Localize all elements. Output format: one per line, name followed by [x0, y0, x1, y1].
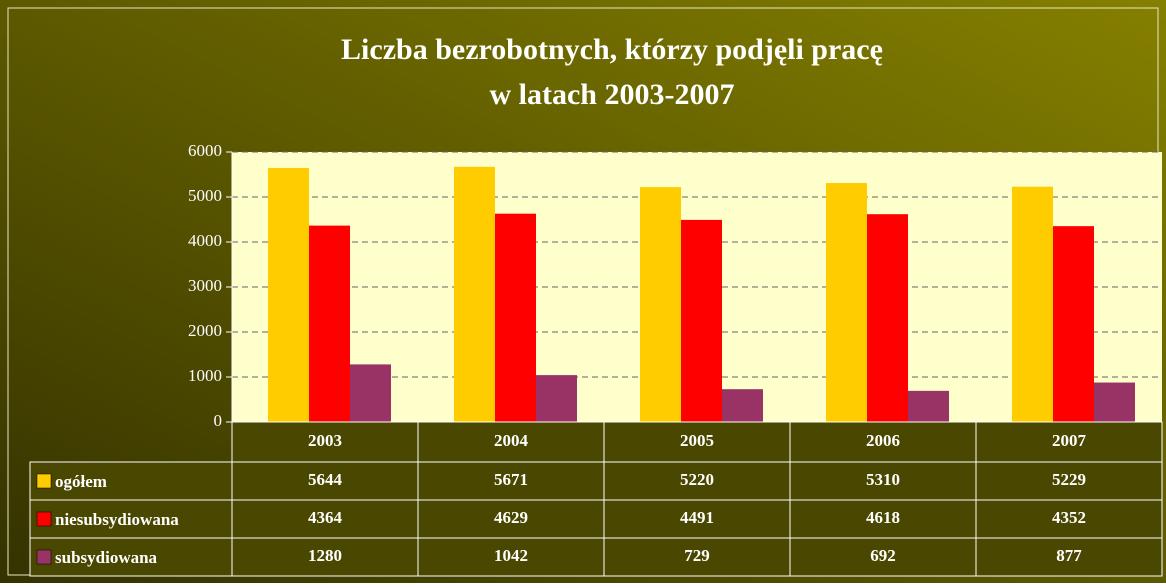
x-tick-label: 2005	[680, 431, 714, 450]
bar	[867, 214, 908, 422]
table-value: 4364	[308, 508, 343, 527]
bar	[640, 187, 681, 422]
legend-swatch	[36, 473, 52, 489]
table-cell	[417, 537, 605, 577]
chart-title: Liczba bezrobotnych, którzy podjęli prac…	[341, 33, 883, 66]
legend-label: ogółem	[55, 472, 107, 491]
table-cell	[29, 499, 233, 539]
chart-title: w latach 2003-2007	[490, 78, 735, 111]
legend-swatch	[36, 549, 52, 565]
x-tick-label: 2003	[308, 431, 342, 450]
table-cell	[231, 499, 419, 539]
y-tick-label: 3000	[188, 276, 222, 295]
table-cell	[975, 461, 1163, 501]
bar	[350, 364, 391, 422]
table-cell	[417, 461, 605, 501]
table-value: 4629	[494, 508, 528, 527]
legend-label: niesubsydiowana	[55, 510, 179, 529]
table-value: 4618	[866, 508, 900, 527]
legend-swatch	[36, 511, 52, 527]
table-cell	[789, 461, 977, 501]
y-tick-label: 6000	[188, 141, 222, 160]
bar	[309, 225, 350, 422]
bar	[826, 183, 867, 422]
table-value: 5671	[494, 470, 528, 489]
x-tick-label: 2004	[494, 431, 529, 450]
bar	[1012, 186, 1053, 422]
bar	[268, 168, 309, 422]
table-cell	[975, 537, 1163, 577]
legend-label: subsydiowana	[55, 548, 158, 567]
table-value: 692	[870, 546, 896, 565]
table-cell	[231, 461, 419, 501]
y-tick-label: 1000	[188, 366, 222, 385]
table-value: 4491	[680, 508, 714, 527]
y-tick-label: 0	[214, 411, 223, 430]
table-value: 1280	[308, 546, 342, 565]
table-value: 4352	[1052, 508, 1086, 527]
table-cell	[789, 499, 977, 539]
bar	[1094, 382, 1135, 422]
y-tick-label: 4000	[188, 231, 222, 250]
y-tick-label: 5000	[188, 186, 222, 205]
bar	[722, 389, 763, 422]
bar	[536, 375, 577, 422]
y-tick-label: 2000	[188, 321, 222, 340]
bar	[495, 213, 536, 422]
table-value: 5229	[1052, 470, 1086, 489]
x-tick-label: 2007	[1052, 431, 1087, 450]
table-value: 877	[1056, 546, 1082, 565]
x-tick-label: 2006	[866, 431, 900, 450]
table-value: 729	[684, 546, 710, 565]
bar	[681, 219, 722, 422]
table-cell	[231, 537, 419, 577]
table-cell	[603, 499, 791, 539]
table-cell	[975, 499, 1163, 539]
table-value: 5644	[308, 470, 343, 489]
table-cell	[29, 537, 233, 577]
table-cell	[29, 461, 233, 501]
bar	[454, 166, 495, 422]
bar	[1053, 226, 1094, 422]
table-cell	[789, 537, 977, 577]
table-value: 5310	[866, 470, 900, 489]
table-value: 1042	[494, 546, 528, 565]
table-cell	[603, 537, 791, 577]
table-cell	[417, 499, 605, 539]
table-value: 5220	[680, 470, 714, 489]
bar	[908, 390, 949, 422]
